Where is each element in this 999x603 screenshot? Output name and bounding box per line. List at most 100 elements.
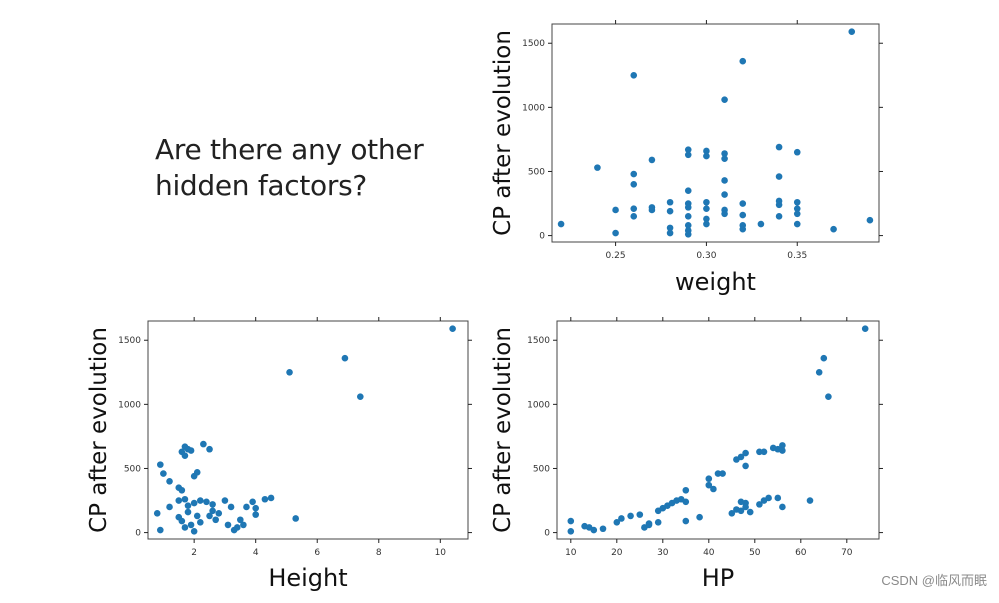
hp-x-tick-label: 70: [841, 548, 853, 558]
height-data-point: [175, 497, 183, 504]
weight-data-point: [630, 170, 638, 178]
height-data-point: [212, 516, 219, 524]
height-data-point: [193, 469, 201, 476]
weight-data-point: [739, 200, 747, 207]
weight-data-point: [775, 143, 783, 151]
weight-data-point: [721, 210, 728, 218]
height-data-point: [243, 503, 250, 511]
height-data-point: [166, 503, 173, 511]
height-data-point: [209, 507, 216, 515]
hp-x-tick-label: 60: [795, 548, 807, 558]
weight-data-point: [594, 164, 601, 171]
weight-x-tick-label: 0.25: [606, 251, 626, 261]
hp-data-point: [825, 393, 832, 400]
height-data-point: [200, 440, 207, 448]
weight-data-point: [775, 201, 783, 209]
weight-data-point: [612, 229, 619, 237]
height-data-point: [206, 445, 213, 453]
weight-data-point: [666, 207, 674, 215]
height-data-point: [181, 524, 189, 531]
weight-data-point: [666, 198, 674, 206]
weight-data-point: [684, 204, 692, 211]
height-data-point: [203, 498, 210, 506]
height-data-point: [249, 498, 256, 506]
hp-data-point: [779, 447, 786, 454]
height-data-point: [237, 516, 244, 524]
weight-data-point: [739, 57, 747, 65]
hp-data-point: [779, 503, 786, 511]
weight-x-axis-label: weight: [675, 268, 756, 296]
height-data-point: [157, 526, 164, 534]
hp-y-tick-label: 1500: [527, 336, 550, 346]
height-data-point: [224, 521, 232, 529]
height-data-point: [157, 461, 164, 468]
height-data-point: [193, 512, 201, 520]
height-data-point: [449, 325, 456, 332]
weight-data-point: [866, 216, 874, 224]
hp-data-point: [728, 510, 736, 517]
hp-data-point: [719, 470, 726, 477]
hp-data-point: [654, 519, 662, 526]
weight-data-point: [739, 211, 747, 219]
weight-data-point: [830, 225, 837, 233]
height-data-point: [197, 497, 204, 504]
height-data-point: [215, 510, 223, 517]
height-data-point: [209, 501, 216, 508]
hp-x-tick-label: 20: [611, 548, 623, 558]
weight-data-point: [684, 213, 692, 220]
height-data-point: [187, 447, 195, 454]
weight-y-tick-label: 1500: [522, 39, 545, 49]
hp-data-point: [567, 528, 575, 535]
hp-y-tick-label: 0: [544, 529, 550, 539]
weight-data-point: [721, 96, 728, 103]
weight-y-axis-label: CP after evolution: [490, 30, 516, 236]
weight-data-point: [703, 215, 710, 223]
height-data-point: [357, 393, 364, 400]
hp-data-point: [636, 511, 644, 518]
weight-data-point: [630, 213, 638, 220]
height-data-point: [292, 515, 299, 522]
weight-y-tick-label: 1000: [522, 103, 545, 113]
hp-data-point: [779, 442, 786, 449]
weight-data-point: [775, 173, 783, 180]
height-x-tick-label: 8: [376, 548, 382, 558]
hp-data-point: [774, 494, 782, 502]
weight-data-point: [666, 224, 674, 232]
hp-data-point: [742, 462, 749, 470]
weight-data-point: [793, 210, 801, 218]
weight-data-point: [721, 191, 728, 198]
weight-data-point: [703, 147, 710, 155]
hp-data-point: [820, 354, 828, 362]
hp-data-point: [742, 449, 749, 457]
weight-data-point: [557, 220, 565, 228]
height-data-point: [221, 497, 229, 504]
hp-data-point: [756, 448, 763, 456]
hp-data-point: [765, 494, 772, 502]
height-data-point: [197, 519, 204, 526]
hp-data-point: [613, 519, 621, 526]
height-data-point: [153, 510, 161, 517]
hp-data-point: [746, 508, 754, 516]
weight-data-point: [684, 151, 692, 159]
weight-plot-frame: [551, 23, 880, 243]
weight-data-point: [648, 206, 656, 214]
height-data-point: [160, 470, 167, 477]
weight-data-point: [684, 222, 692, 229]
weight-data-point: [721, 177, 728, 184]
weight-y-tick-label: 0: [539, 232, 545, 242]
height-data-point: [261, 495, 269, 503]
weight-y-tick-label: 500: [528, 167, 545, 177]
height-data-point: [206, 512, 213, 520]
weight-data-point: [630, 71, 638, 79]
height-x-axis-label: Height: [268, 564, 347, 592]
height-x-tick-label: 10: [435, 548, 447, 558]
hp-data-point: [806, 497, 814, 504]
hp-x-tick-label: 10: [565, 548, 577, 558]
weight-data-point: [684, 146, 692, 153]
height-x-tick-label: 2: [191, 548, 197, 558]
weight-data-point: [703, 152, 710, 160]
hp-data-point: [567, 517, 575, 525]
weight-data-point: [684, 231, 692, 238]
